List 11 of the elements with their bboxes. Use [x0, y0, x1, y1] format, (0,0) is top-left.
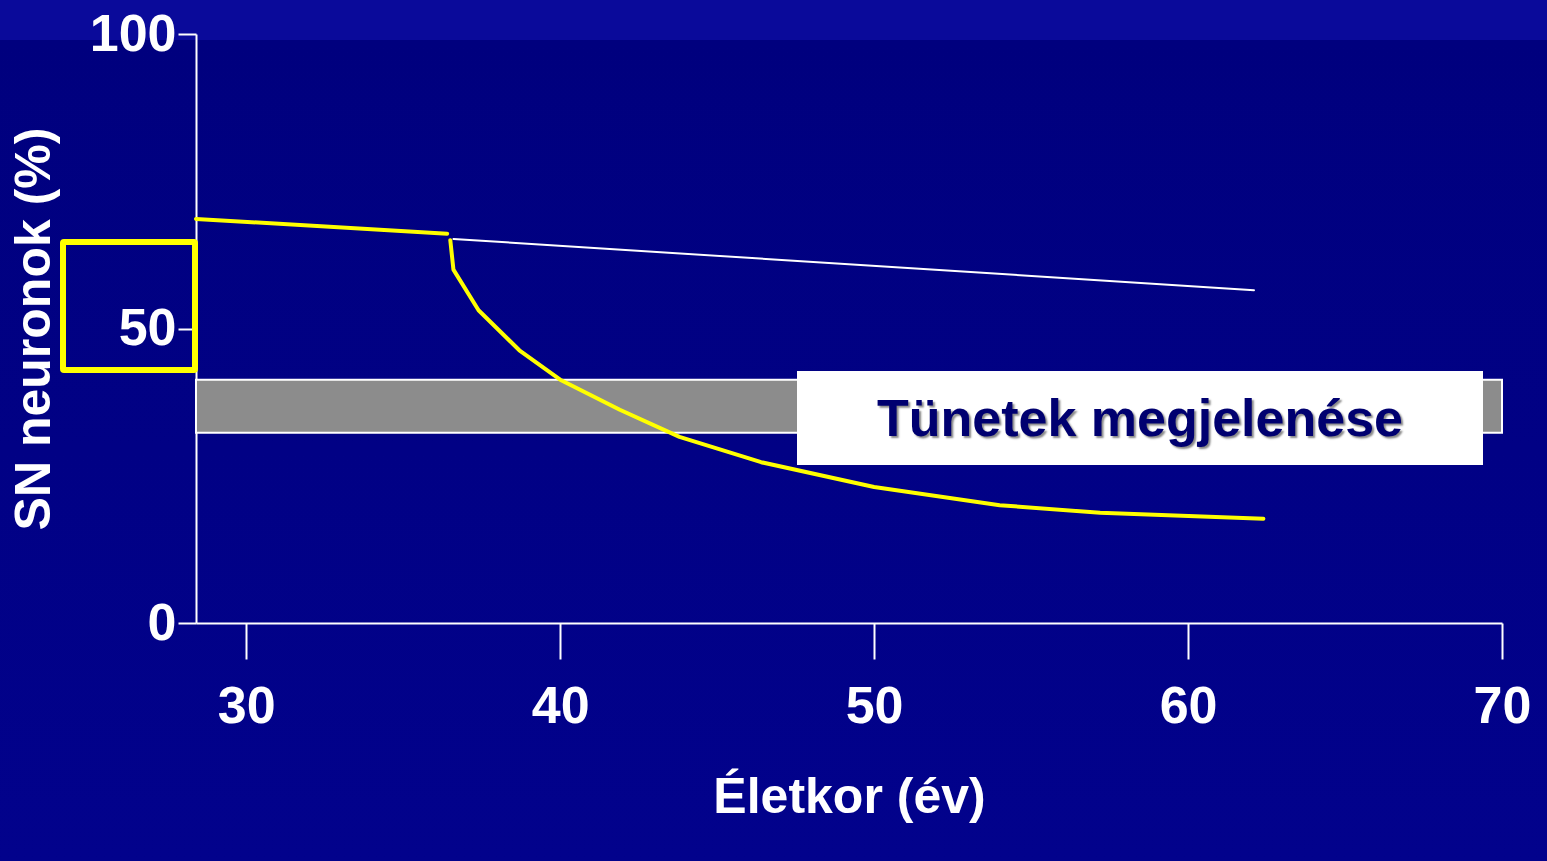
y-tick-label: 100	[89, 3, 177, 62]
y-tick-label: 50	[118, 298, 177, 356]
x-tick-label: 40	[531, 675, 590, 734]
band-label: Tünetek megjelenése	[797, 371, 1483, 465]
x-tick-label: 60	[1159, 675, 1218, 734]
x-tick-label: 70	[1473, 675, 1532, 734]
x-tick-label: 50	[845, 675, 904, 734]
y-axis-title: SN neuronok (%)	[4, 127, 61, 531]
y-tick-label: 0	[147, 592, 177, 651]
x-axis-title: Életkor (év)	[713, 767, 986, 824]
x-tick-label: 30	[217, 675, 276, 734]
